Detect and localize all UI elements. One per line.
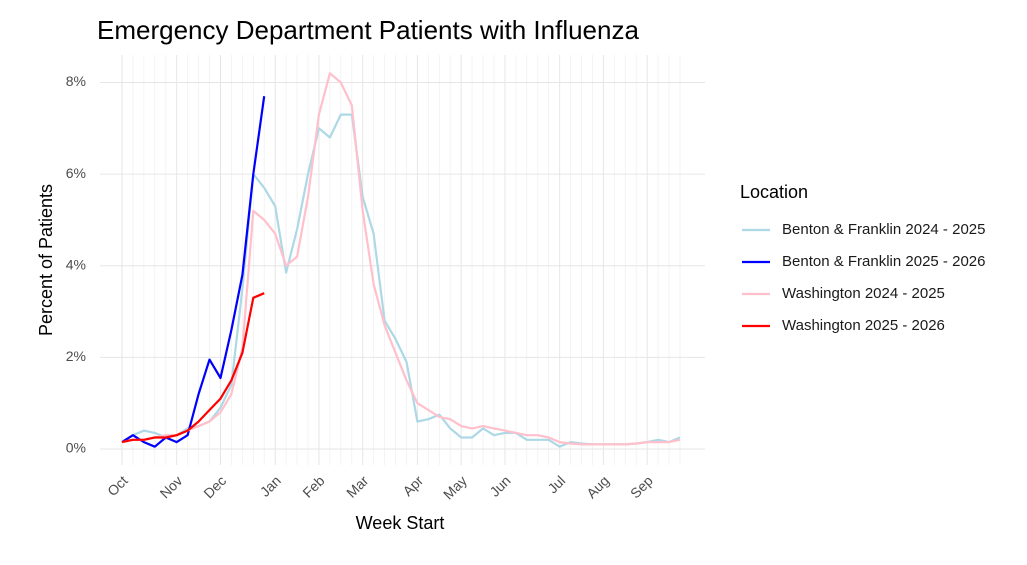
y-tick-label: 0% — [66, 440, 86, 456]
x-tick-label: Aug — [583, 472, 612, 501]
legend-label: Benton & Franklin 2024 - 2025 — [782, 221, 985, 238]
series-line — [121, 72, 681, 446]
legend-label: Washington 2024 - 2025 — [782, 285, 945, 302]
series-line — [121, 292, 265, 444]
x-tick-label: Sep — [627, 472, 656, 501]
x-tick-label: Oct — [104, 472, 131, 499]
x-tick-label: May — [440, 472, 470, 502]
legend-label: Benton & Franklin 2025 - 2026 — [782, 253, 985, 270]
x-tick-label: Jul — [544, 472, 568, 496]
x-tick-label: Apr — [399, 472, 426, 499]
x-tick-label: Jun — [486, 472, 513, 499]
y-tick-label: 4% — [66, 256, 86, 272]
legend-label: Washington 2025 - 2026 — [782, 317, 945, 334]
x-tick-label: Jan — [257, 472, 284, 499]
x-tick-label: Nov — [157, 472, 186, 501]
x-tick-label: Dec — [200, 472, 229, 501]
legend-title: Location — [740, 182, 808, 202]
series-line — [121, 96, 266, 448]
y-tick-label: 6% — [66, 165, 86, 181]
series-line — [121, 113, 681, 448]
y-axis-label: Percent of Patients — [36, 184, 56, 336]
x-tick-label: Mar — [343, 472, 372, 501]
chart-title: Emergency Department Patients with Influ… — [97, 15, 639, 45]
grid — [100, 55, 705, 465]
y-tick-label: 2% — [66, 348, 86, 364]
x-tick-label: Feb — [299, 472, 328, 501]
x-axis-label: Week Start — [356, 513, 445, 533]
y-tick-label: 8% — [66, 73, 86, 89]
